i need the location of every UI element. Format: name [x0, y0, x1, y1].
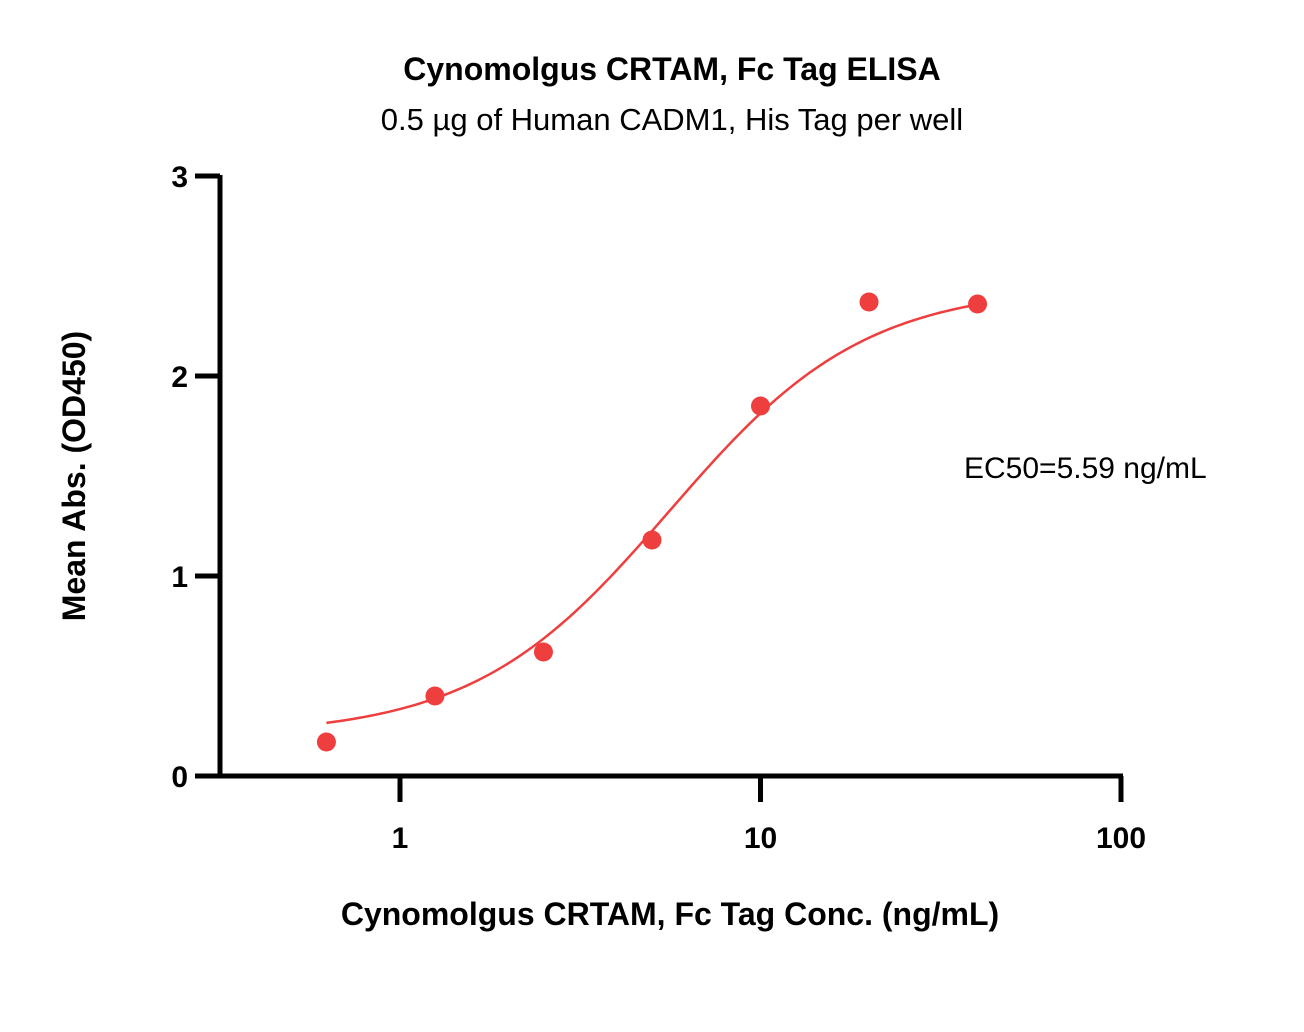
data-point [425, 686, 445, 706]
chart-subtitle: 0.5 µg of Human CADM1, His Tag per well [381, 102, 963, 137]
data-point [533, 642, 553, 662]
ec50-annotation: EC50=5.59 ng/mL [964, 452, 1207, 485]
y-axis-label: Mean Abs. (OD450) [56, 331, 92, 621]
data-point [751, 396, 770, 416]
x-ticks: 1 10 100 [392, 776, 1146, 855]
data-point [316, 732, 336, 752]
data-points [316, 292, 988, 752]
y-ticks: 0 1 2 3 [171, 161, 220, 794]
x-axis-label: Cynomolgus CRTAM, Fc Tag Conc. (ng/mL) [341, 896, 999, 932]
x-tick-label: 1 [392, 822, 409, 855]
x-tick-label: 10 [744, 822, 777, 855]
data-point [968, 294, 988, 314]
x-tick-label: 100 [1096, 822, 1146, 855]
data-point [642, 530, 662, 550]
chart-title: Cynomolgus CRTAM, Fc Tag ELISA [403, 51, 940, 87]
y-tick-label: 1 [171, 561, 188, 594]
y-tick-label: 2 [171, 361, 188, 394]
y-tick-label: 3 [171, 161, 188, 194]
data-point [859, 292, 879, 312]
fit-curve [326, 303, 978, 725]
y-tick-label: 0 [171, 761, 188, 794]
